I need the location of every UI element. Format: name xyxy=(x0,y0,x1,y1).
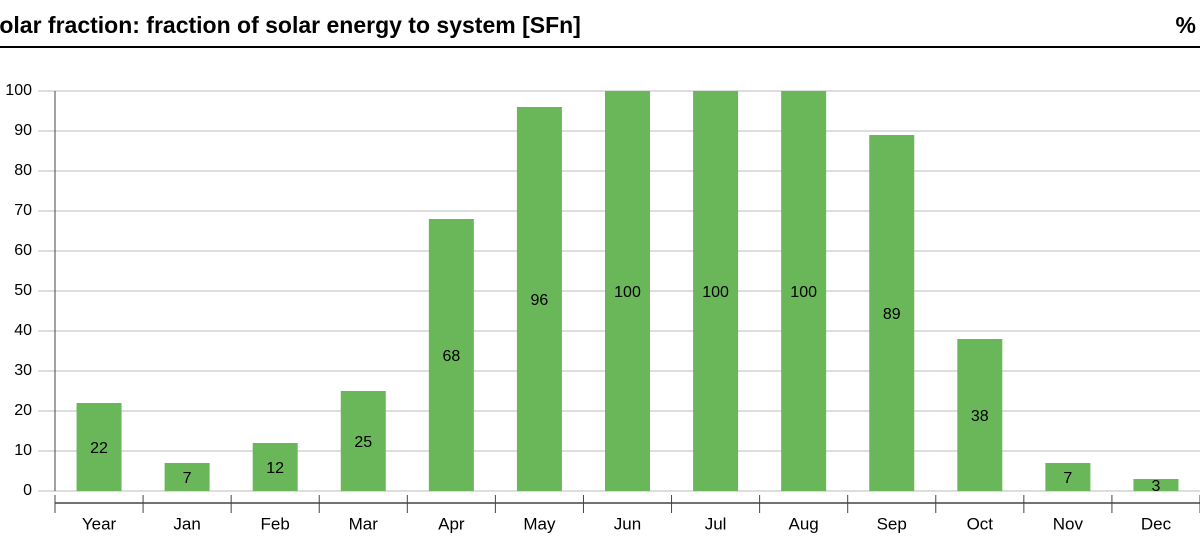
value-label: 96 xyxy=(531,292,549,309)
bar xyxy=(869,135,915,491)
bar xyxy=(957,339,1003,491)
value-label: 3 xyxy=(1152,478,1161,495)
unit-label: % xyxy=(1176,12,1196,38)
x-tick-label: May xyxy=(523,514,556,533)
y-tick-label: 100 xyxy=(5,82,32,99)
value-label: 100 xyxy=(614,284,641,301)
bar xyxy=(1045,463,1091,491)
y-tick-label: 90 xyxy=(14,122,32,139)
x-tick-label: Oct xyxy=(967,514,994,533)
y-tick-label: 10 xyxy=(14,442,32,459)
value-label: 25 xyxy=(354,434,372,451)
bar xyxy=(693,91,739,491)
y-tick-label: 30 xyxy=(14,362,32,379)
chart-title: Solar fraction: fraction of solar energy… xyxy=(0,12,581,38)
x-tick-label: Nov xyxy=(1053,514,1084,533)
bar xyxy=(428,219,474,491)
y-tick-label: 40 xyxy=(14,322,32,339)
bar xyxy=(340,391,386,491)
x-tick-label: Aug xyxy=(789,514,819,533)
value-label: 7 xyxy=(183,470,192,487)
bar xyxy=(252,443,298,491)
x-tick-label: Jun xyxy=(614,514,641,533)
value-label: 68 xyxy=(442,348,460,365)
x-tick-label: Feb xyxy=(261,514,290,533)
x-tick-label: Apr xyxy=(438,514,465,533)
bar xyxy=(1133,479,1179,491)
x-tick-label: Dec xyxy=(1141,514,1172,533)
y-tick-label: 70 xyxy=(14,202,32,219)
x-tick-label: Mar xyxy=(349,514,379,533)
x-tick-label: Year xyxy=(82,514,117,533)
value-label: 89 xyxy=(883,306,901,323)
y-tick-label: 0 xyxy=(23,482,32,499)
value-label: 100 xyxy=(790,284,817,301)
bar xyxy=(605,91,650,491)
value-label: 100 xyxy=(702,284,729,301)
x-tick-label: Jan xyxy=(173,514,200,533)
bar xyxy=(164,463,210,491)
y-tick-label: 80 xyxy=(14,162,32,179)
value-label: 12 xyxy=(266,460,284,477)
value-label: 7 xyxy=(1063,470,1072,487)
bar xyxy=(76,403,122,491)
x-tick-label: Sep xyxy=(877,514,907,533)
bar xyxy=(516,107,562,491)
y-tick-label: 60 xyxy=(14,242,32,259)
value-label: 38 xyxy=(971,408,989,425)
bar xyxy=(781,91,827,491)
value-label: 22 xyxy=(90,440,108,457)
y-tick-label: 50 xyxy=(14,282,32,299)
x-tick-label: Jul xyxy=(705,514,727,533)
y-tick-label: 20 xyxy=(14,402,32,419)
